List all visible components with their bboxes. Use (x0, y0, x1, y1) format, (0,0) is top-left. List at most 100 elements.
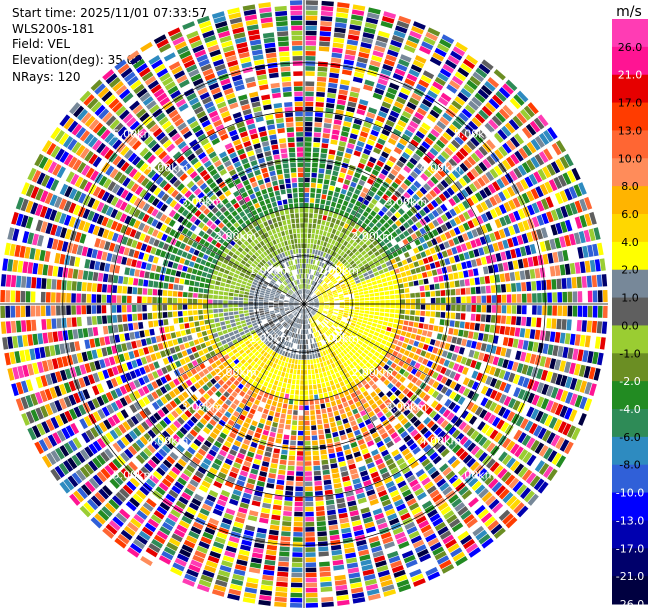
range-gate-cell (394, 531, 406, 540)
range-gate-cell (403, 230, 410, 237)
range-gate-cell (415, 292, 421, 298)
range-gate-cell (274, 306, 279, 309)
range-gate-cell (329, 285, 335, 289)
range-gate-cell (148, 320, 154, 328)
range-gate-cell (444, 538, 457, 549)
range-gate-cell (208, 357, 215, 364)
range-gate-cell (290, 389, 295, 395)
range-gate-cell (358, 288, 364, 293)
range-gate-cell (511, 294, 517, 303)
range-gate-cell (150, 336, 157, 344)
range-gate-cell (276, 314, 282, 318)
range-gate-cell (411, 255, 417, 262)
range-gate-cell (271, 373, 277, 380)
range-gate-cell (62, 330, 69, 341)
range-gate-cell (480, 201, 489, 211)
range-gate-cell (218, 387, 226, 394)
range-gate-cell (324, 397, 330, 403)
range-gate-cell (15, 320, 22, 333)
range-gate-cell (100, 451, 110, 463)
range-gate-cell (396, 353, 403, 359)
range-gate-cell (406, 474, 416, 484)
range-gate-cell (337, 2, 350, 9)
range-gate-cell (360, 409, 367, 417)
range-gate-cell (113, 474, 124, 486)
range-gate-cell (256, 359, 262, 365)
range-gate-cell (465, 287, 471, 295)
range-gate-cell (15, 398, 24, 412)
range-gate-cell (340, 251, 345, 257)
range-gate-cell (327, 509, 336, 516)
range-gate-cell (373, 436, 382, 444)
range-gate-cell (455, 41, 468, 53)
range-gate-cell (132, 493, 144, 504)
range-gate-cell (336, 502, 346, 509)
range-gate-cell (316, 81, 326, 87)
range-gate-cell (448, 426, 457, 436)
range-gate-cell (367, 333, 373, 338)
range-gate-cell (304, 375, 308, 380)
range-gate-cell (455, 432, 465, 442)
range-gate-cell (143, 407, 152, 417)
range-gate-cell (392, 263, 399, 269)
range-gate-cell (491, 181, 501, 192)
range-gate-cell (327, 190, 334, 196)
range-gate-cell (348, 276, 354, 281)
range-gate-cell (279, 305, 284, 307)
range-gate-cell (313, 389, 318, 395)
range-gate-cell (306, 344, 309, 350)
range-gate-cell (356, 140, 365, 148)
range-gate-cell (500, 175, 510, 187)
range-gate-cell (468, 415, 478, 425)
range-gate-cell (480, 213, 489, 223)
range-gate-cell (313, 298, 318, 301)
range-gate-cell (387, 218, 394, 226)
range-gate-cell (308, 307, 312, 311)
range-gate-cell (342, 418, 349, 424)
range-gate-cell (210, 378, 217, 385)
range-gate-cell (480, 84, 493, 96)
range-gate-cell (341, 527, 351, 534)
range-gate-cell (309, 305, 314, 307)
range-gate-cell (341, 162, 349, 169)
range-gate-cell (237, 383, 244, 390)
range-gate-cell (347, 143, 355, 150)
range-gate-cell (324, 286, 330, 290)
range-gate-cell (319, 444, 327, 450)
range-gate-cell (118, 423, 127, 434)
range-gate-cell (413, 322, 419, 328)
range-gate-cell (311, 430, 317, 436)
range-gate-cell (314, 203, 320, 209)
range-gate-cell (323, 179, 330, 185)
range-gate-cell (374, 261, 381, 267)
range-gate-cell (363, 452, 371, 460)
range-gate-cell (526, 190, 535, 202)
range-gate-cell (239, 331, 245, 336)
range-gate-cell (361, 153, 369, 160)
range-gate-cell (331, 363, 336, 369)
range-gate-cell (363, 479, 372, 487)
range-gate-cell (267, 383, 273, 389)
range-gate-cell (247, 324, 253, 329)
range-gate-cell (459, 435, 469, 446)
range-gate-cell (304, 420, 310, 426)
range-gate-cell (304, 309, 306, 314)
range-gate-cell (315, 193, 321, 199)
range-gate-cell (350, 392, 357, 399)
range-gate-cell (196, 421, 205, 430)
range-gate-cell (589, 259, 596, 273)
range-gate-cell (314, 301, 319, 303)
range-gate-cell (262, 429, 270, 436)
range-gate-cell (253, 370, 260, 376)
range-gate-cell (284, 372, 289, 378)
range-gate-cell (592, 290, 598, 303)
range-gate-cell (418, 342, 424, 349)
range-gate-cell (305, 273, 307, 279)
range-gate-cell (136, 424, 146, 434)
range-gate-cell (320, 403, 326, 409)
range-gate-cell (310, 243, 314, 249)
range-gate-cell (446, 248, 453, 257)
range-gate-cell (96, 396, 105, 407)
range-gate-cell (329, 308, 334, 311)
range-gate-cell (424, 264, 431, 271)
